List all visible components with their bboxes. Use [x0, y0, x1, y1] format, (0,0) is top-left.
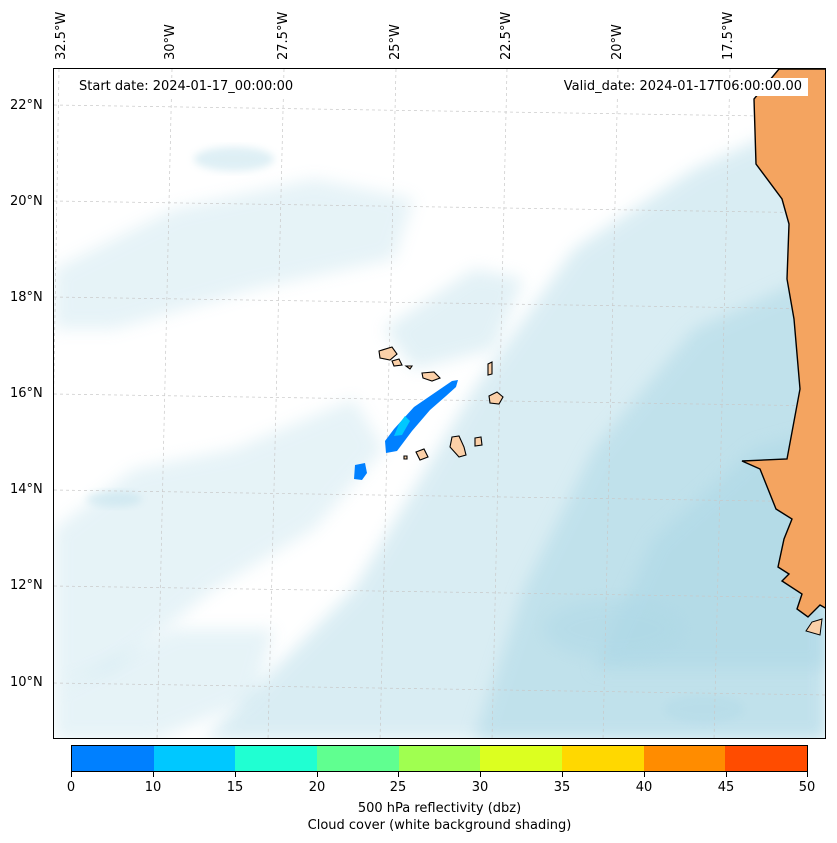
lat-label: 10°N [10, 675, 43, 690]
colorbar-tick-label: 20 [308, 780, 326, 795]
colorbar-tick-label: 25 [389, 780, 407, 795]
colorbar-tick-label: 30 [471, 780, 489, 795]
colorbar-sublabel: Cloud cover (white background shading) [307, 818, 572, 833]
lon-label: 30°W [163, 24, 178, 60]
map-canvas [54, 69, 825, 738]
colorbar-segment [562, 746, 644, 771]
lat-label: 22°N [10, 98, 43, 113]
colorbar-tick-label: 40 [635, 780, 653, 795]
colorbar-tick-mark [71, 772, 72, 777]
lat-label: 20°N [10, 194, 43, 209]
colorbar-tick-mark [317, 772, 318, 777]
colorbar-tick-mark [480, 772, 481, 777]
start-date-label: Start date: 2024-01-17_00:00:00 [73, 78, 300, 96]
colorbar-tick-label: 35 [553, 780, 571, 795]
lat-label: 14°N [10, 482, 43, 497]
colorbar-segment [235, 746, 318, 771]
colorbar-tick-mark [398, 772, 399, 777]
reflectivity-cells [354, 380, 458, 480]
reflectivity-colorbar [71, 745, 808, 772]
lon-label: 25°W [388, 24, 403, 60]
lon-label: 32.5°W [54, 11, 69, 60]
map-panel: Start date: 2024-01-17_00:00:00 Valid_da… [53, 68, 826, 739]
colorbar-tick-mark [644, 772, 645, 777]
colorbar-tick-label: 50 [798, 780, 816, 795]
lon-label: 27.5°W [276, 11, 291, 60]
lat-label: 12°N [10, 578, 43, 593]
colorbar-tick-label: 45 [717, 780, 735, 795]
colorbar-tick-mark [726, 772, 727, 777]
cape-verde-islands [378, 346, 504, 461]
cloud-cover-shading [54, 109, 825, 738]
valid-date-label: Valid_date: 2024-01-17T06:00:00.00 [557, 78, 808, 96]
lat-label: 18°N [10, 290, 43, 305]
colorbar-segment [317, 746, 399, 771]
colorbar-tick-label: 0 [66, 780, 76, 795]
colorbar-segment [153, 746, 236, 771]
colorbar-tick-mark [235, 772, 236, 777]
africa-landmass [741, 69, 825, 636]
colorbar-segment [72, 746, 154, 771]
colorbar-segment [480, 746, 563, 771]
lon-label: 20°W [610, 24, 625, 60]
lat-label: 16°N [10, 386, 43, 401]
colorbar-segment [643, 746, 726, 771]
colorbar-tick-mark [153, 772, 154, 777]
colorbar-tick-label: 15 [226, 780, 244, 795]
colorbar-tick-mark [807, 772, 808, 777]
colorbar-tick-label: 10 [144, 780, 162, 795]
lon-label: 22.5°W [499, 11, 514, 60]
colorbar-segment [398, 746, 481, 771]
colorbar-tick-mark [562, 772, 563, 777]
graticule [54, 69, 825, 738]
colorbar-segment [725, 746, 808, 771]
lon-label: 17.5°W [721, 11, 736, 60]
colorbar-label: 500 hPa reflectivity (dbz) [357, 801, 522, 816]
